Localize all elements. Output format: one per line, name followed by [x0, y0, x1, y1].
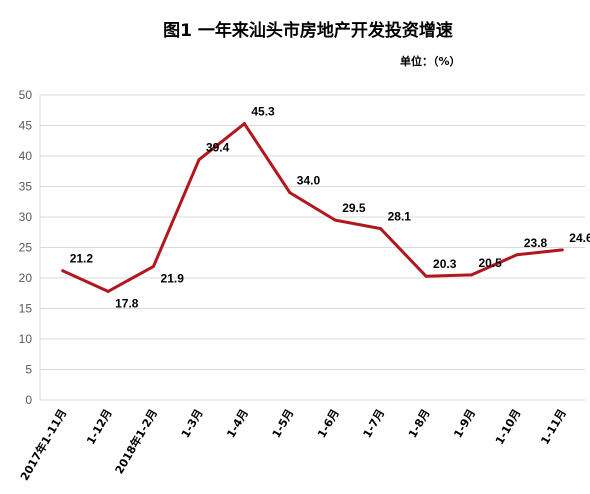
data-label: 20.5 — [478, 256, 502, 270]
series-line — [62, 122, 563, 293]
data-label: 17.8 — [115, 296, 139, 310]
x-tick-label: 2018年1-2月 — [112, 407, 160, 477]
x-tick-label: 1-4月 — [224, 407, 251, 440]
x-tick-label: 2017年1-11月 — [17, 407, 69, 483]
data-label: 45.3 — [251, 105, 275, 119]
data-point — [288, 191, 292, 195]
data-label: 20.3 — [433, 257, 457, 271]
x-tick-label: 1-6月 — [315, 407, 342, 440]
data-label: 39.4 — [206, 141, 230, 155]
data-label: 34.0 — [297, 174, 321, 188]
y-tick-label: 30 — [19, 210, 33, 224]
y-tick-label: 0 — [25, 393, 32, 407]
y-tick-label: 35 — [19, 180, 33, 194]
chart-title: 图1 一年来汕头市房地产开发投资增速 — [163, 20, 453, 41]
y-tick-label: 40 — [19, 149, 33, 163]
data-point — [61, 269, 65, 273]
x-tick-label: 1-11月 — [538, 407, 569, 447]
data-point — [379, 227, 383, 231]
data-label: 21.9 — [161, 271, 185, 285]
data-label: 29.5 — [342, 201, 366, 215]
data-point — [424, 274, 428, 278]
data-label: 21.2 — [70, 252, 94, 266]
data-point — [106, 289, 110, 293]
data-label: 23.8 — [524, 236, 548, 250]
data-point — [152, 264, 156, 268]
y-tick-label: 10 — [19, 332, 33, 346]
y-tick-label: 15 — [19, 302, 33, 316]
gridlines — [40, 94, 585, 401]
y-tick-label: 20 — [19, 271, 33, 285]
data-point — [242, 122, 246, 126]
x-tick-label: 1-7月 — [361, 407, 388, 440]
x-tick-label: 1-10月 — [493, 407, 524, 447]
x-tick-label: 1-9月 — [451, 407, 478, 440]
x-tick-label: 1-12月 — [84, 407, 115, 447]
series — [61, 122, 564, 293]
data-point — [560, 248, 564, 252]
data-point — [333, 218, 337, 222]
y-tick-label: 5 — [25, 363, 32, 377]
unit-label: 单位：（%） — [400, 54, 461, 68]
data-label: 28.1 — [388, 210, 412, 224]
y-tick-label: 25 — [19, 241, 33, 255]
data-point — [515, 253, 519, 257]
x-tick-label: 1-5月 — [270, 407, 297, 440]
data-point — [197, 158, 201, 162]
y-tick-label: 50 — [19, 88, 33, 102]
y-axis: 0 5 10 15 20 25 30 35 40 45 50 — [19, 88, 33, 407]
x-tick-label: 1-8月 — [406, 407, 433, 440]
y-tick-label: 45 — [19, 119, 33, 133]
x-tick-label: 1-3月 — [179, 407, 206, 440]
data-label: 24.6 — [569, 231, 590, 245]
data-labels: 21.2 17.8 21.9 39.4 45.3 34.0 29.5 28.1 20.3 20.5… — [70, 105, 590, 311]
data-point — [469, 273, 473, 277]
